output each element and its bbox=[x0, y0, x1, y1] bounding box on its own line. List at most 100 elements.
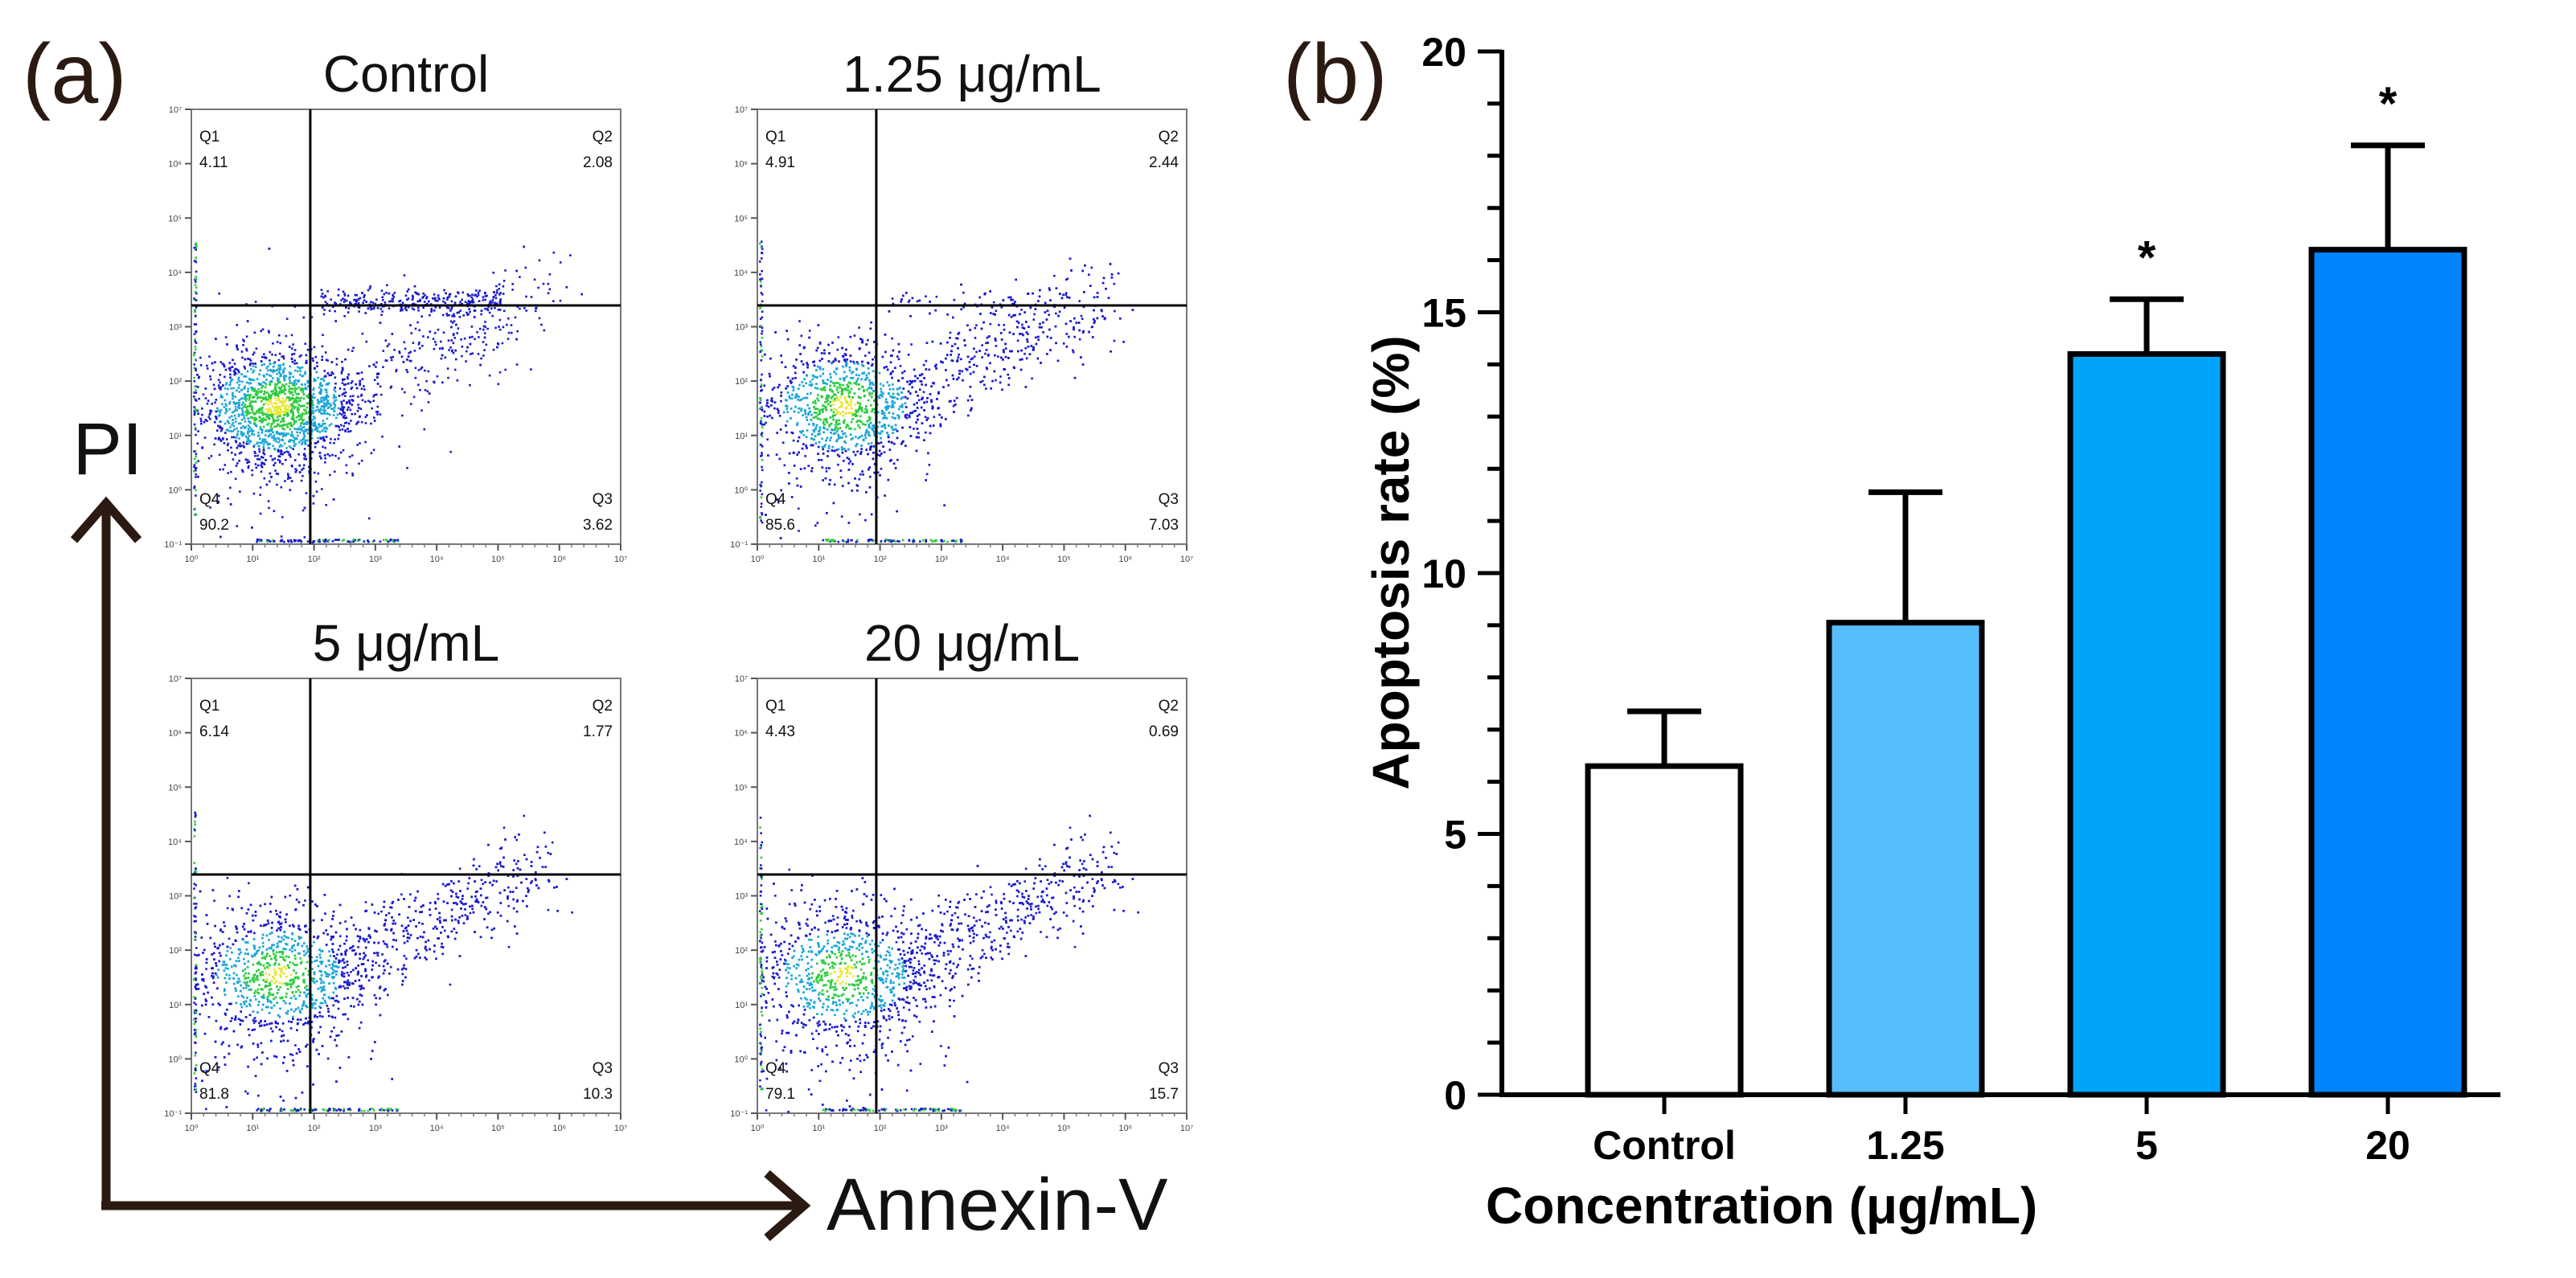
event-dot bbox=[812, 428, 815, 432]
event-dot bbox=[312, 403, 314, 407]
event-dot bbox=[217, 379, 220, 381]
event-dot bbox=[839, 412, 842, 415]
event-dot bbox=[299, 370, 301, 372]
event-dot bbox=[860, 407, 863, 409]
event-dot bbox=[328, 454, 331, 457]
event-dot bbox=[422, 306, 425, 309]
event-dot bbox=[295, 396, 298, 399]
event-dot bbox=[268, 395, 270, 398]
event-dot bbox=[279, 540, 282, 543]
event-dot bbox=[193, 486, 195, 489]
event-dot bbox=[883, 412, 886, 414]
event-dot bbox=[257, 444, 260, 448]
event-dot bbox=[196, 409, 199, 412]
event-dot bbox=[347, 406, 350, 409]
event-dot bbox=[471, 352, 474, 354]
event-dot bbox=[195, 455, 197, 458]
event-dot bbox=[276, 341, 279, 343]
event-dot bbox=[238, 371, 240, 374]
event-dot bbox=[358, 372, 360, 375]
event-dot bbox=[265, 440, 268, 444]
event-dot bbox=[390, 358, 393, 362]
event-dot bbox=[806, 366, 809, 369]
event-dot bbox=[1019, 333, 1021, 335]
event-dot bbox=[1065, 278, 1068, 281]
event-dot bbox=[279, 408, 281, 410]
event-dot bbox=[269, 350, 272, 354]
event-dot bbox=[334, 387, 336, 389]
event-dot bbox=[305, 359, 308, 363]
event-dot bbox=[449, 309, 452, 312]
event-dot bbox=[791, 393, 794, 396]
event-dot bbox=[872, 445, 876, 448]
event-dot bbox=[265, 459, 267, 461]
event-dot bbox=[367, 540, 370, 543]
event-dot bbox=[219, 386, 223, 389]
event-dot bbox=[446, 367, 449, 370]
event-dot bbox=[1011, 350, 1013, 353]
event-dot bbox=[316, 405, 319, 408]
event-dot bbox=[841, 346, 843, 350]
event-dot bbox=[857, 436, 859, 440]
event-dot bbox=[868, 466, 871, 469]
event-dot bbox=[530, 368, 532, 371]
event-dot bbox=[256, 397, 259, 399]
event-dot bbox=[318, 540, 321, 543]
event-dot bbox=[839, 386, 842, 389]
event-dot bbox=[858, 477, 861, 481]
event-dot bbox=[376, 307, 379, 309]
event-dot bbox=[244, 410, 247, 413]
event-dot bbox=[343, 539, 345, 541]
event-dot bbox=[356, 372, 359, 375]
event-dot bbox=[893, 396, 896, 399]
event-dot bbox=[482, 341, 485, 343]
event-dot bbox=[293, 380, 296, 383]
event-dot bbox=[880, 430, 883, 433]
event-dot bbox=[1036, 357, 1040, 360]
event-dot bbox=[819, 375, 822, 378]
event-dot bbox=[410, 403, 412, 405]
event-dot bbox=[306, 402, 309, 404]
event-dot bbox=[291, 417, 293, 420]
event-dot bbox=[247, 387, 249, 390]
event-dot bbox=[260, 391, 262, 394]
event-dot bbox=[195, 466, 198, 469]
event-dot bbox=[1080, 314, 1083, 317]
event-dot bbox=[207, 399, 210, 402]
event-dot bbox=[330, 374, 332, 376]
event-dot bbox=[289, 423, 293, 426]
event-dot bbox=[882, 424, 885, 428]
event-dot bbox=[470, 301, 473, 303]
event-dot bbox=[217, 438, 220, 440]
event-dot bbox=[433, 293, 436, 296]
event-dot bbox=[1064, 322, 1068, 326]
event-dot bbox=[815, 349, 818, 352]
event-dot bbox=[234, 453, 236, 456]
event-dot bbox=[305, 410, 307, 413]
event-dot bbox=[449, 346, 452, 349]
event-dot bbox=[319, 391, 322, 394]
event-dot bbox=[786, 408, 789, 411]
event-dot bbox=[297, 406, 299, 409]
event-dot bbox=[293, 459, 297, 461]
event-dot bbox=[884, 350, 887, 354]
event-dot bbox=[304, 428, 307, 431]
event-dot bbox=[489, 302, 492, 305]
event-dot bbox=[360, 371, 363, 374]
event-dot bbox=[1017, 322, 1020, 324]
event-dot bbox=[297, 441, 301, 444]
event-dot bbox=[322, 409, 325, 412]
event-dot bbox=[389, 387, 392, 389]
event-dot bbox=[956, 378, 958, 381]
event-dot bbox=[236, 447, 239, 449]
event-dot bbox=[330, 408, 333, 410]
event-dot bbox=[232, 391, 234, 395]
event-dot bbox=[219, 374, 222, 376]
event-dot bbox=[285, 398, 288, 401]
event-dot bbox=[1064, 293, 1068, 296]
event-dot bbox=[195, 247, 198, 249]
event-dot bbox=[987, 342, 989, 344]
event-dot bbox=[261, 429, 264, 432]
event-dot bbox=[861, 363, 863, 367]
event-dot bbox=[238, 404, 240, 407]
